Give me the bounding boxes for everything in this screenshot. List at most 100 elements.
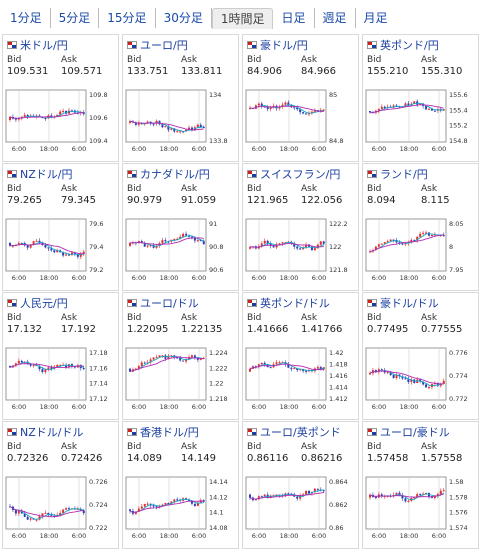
- pair-title[interactable]: NZドル/円: [7, 167, 72, 181]
- rate-card[interactable]: NZドル/ドル Bid Ask 0.72326 0.72426 0.726 0.724 0.7…: [2, 421, 119, 549]
- tab-5[interactable]: 日足: [273, 8, 315, 28]
- bid-label: Bid: [247, 184, 262, 194]
- pair-name[interactable]: カナダドル/円: [140, 168, 210, 181]
- pair-name[interactable]: ユーロ/ドル: [140, 297, 199, 310]
- pair-title[interactable]: 英ポンド/ドル: [247, 296, 330, 310]
- bid-value: 79.265: [7, 195, 42, 206]
- candle-body: [134, 368, 137, 370]
- candle-body: [164, 503, 167, 505]
- pair-title[interactable]: 米ドル/円: [7, 38, 68, 52]
- candle-body: [82, 368, 85, 370]
- y-tick-label: 0.774: [449, 372, 468, 380]
- pair-name[interactable]: 人民元/円: [20, 297, 68, 310]
- pair-name[interactable]: 豪ドル/ドル: [380, 297, 439, 310]
- rate-card[interactable]: ユーロ/豪ドル Bid Ask 1.57458 1.57558 1.58 1.578 1.57…: [362, 421, 479, 549]
- bid-value: 8.094: [367, 195, 396, 206]
- pair-name[interactable]: ユーロ/円: [140, 39, 188, 52]
- candle-body: [44, 512, 47, 514]
- tab-0[interactable]: 1分足: [2, 8, 51, 28]
- pair-title[interactable]: 英ポンド/円: [367, 38, 439, 52]
- pair-title[interactable]: ユーロ/円: [127, 38, 188, 52]
- candle-body: [316, 244, 319, 249]
- candle-body: [293, 243, 296, 247]
- pair-title[interactable]: 香港ドル/円: [127, 425, 199, 439]
- pair-title[interactable]: スイスフラン/円: [247, 167, 340, 181]
- rate-card[interactable]: ユーロ/英ポンド Bid Ask 0.86116 0.86216 0.864 0.862 0.…: [242, 421, 359, 549]
- tab-7[interactable]: 月足: [363, 11, 388, 25]
- rate-card[interactable]: 豪ドル/ドル Bid Ask 0.77495 0.77555 0.776 0.774 0.77…: [362, 292, 479, 420]
- rate-card[interactable]: カナダドル/円 Bid Ask 90.979 91.059 91 90.8 90.6 6:00 1…: [122, 163, 239, 291]
- ma-long-line: [9, 111, 84, 119]
- candle-body: [260, 496, 263, 498]
- pair-name[interactable]: 英ポンド/ドル: [260, 297, 330, 310]
- pair-name[interactable]: ユーロ/豪ドル: [380, 426, 450, 439]
- candle-body: [20, 242, 23, 244]
- chart-frame: [125, 476, 207, 530]
- pair-name[interactable]: 香港ドル/円: [140, 426, 199, 439]
- ma-long-line: [369, 104, 444, 113]
- chart-frame: [5, 347, 87, 401]
- pair-title[interactable]: 豪ドル/ドル: [367, 296, 439, 310]
- x-tick-label: 6:00: [372, 532, 387, 540]
- tab-2[interactable]: 15分足: [99, 8, 156, 28]
- rate-card[interactable]: 豪ドル/円 Bid Ask 84.906 84.966 85 84.8 6:00 18:00 6:…: [242, 34, 359, 162]
- tab-4[interactable]: 1時間足: [211, 7, 274, 29]
- rate-card[interactable]: 香港ドル/円 Bid Ask 14.089 14.149 14.14 14.12 14.1 14…: [122, 421, 239, 549]
- pair-name[interactable]: 英ポンド/円: [380, 39, 439, 52]
- rate-card[interactable]: 英ポンド/円 Bid Ask 155.210 155.310 155.6 155.4 155.…: [362, 34, 479, 162]
- x-tick-label: 6:00: [372, 145, 387, 153]
- y-tick-label: 1.42: [329, 349, 343, 357]
- candle-body: [14, 363, 17, 366]
- rate-card[interactable]: ランド/円 Bid Ask 8.094 8.115 8.05 8 7.95 6:00 18:00 6…: [362, 163, 479, 291]
- rate-card[interactable]: ユーロ/ドル Bid Ask 1.22095 1.22135 1.224 1.222 1.22…: [122, 292, 239, 420]
- currency-flag-icon: [7, 299, 17, 307]
- tab-3[interactable]: 30分足: [156, 8, 212, 28]
- pair-title[interactable]: カナダドル/円: [127, 167, 210, 181]
- pair-name[interactable]: NZドル/円: [20, 168, 73, 181]
- pair-title[interactable]: ユーロ/英ポンド: [247, 425, 341, 439]
- rate-card[interactable]: 英ポンド/ドル Bid Ask 1.41666 1.41766 1.42 1.418 1.41…: [242, 292, 359, 420]
- candle-body: [47, 247, 50, 249]
- candle-body: [29, 364, 32, 366]
- candle-body: [374, 246, 377, 251]
- tab-1[interactable]: 5分足: [51, 8, 100, 28]
- y-tick-label: 134: [209, 91, 221, 99]
- candle-body: [188, 127, 190, 130]
- candle-body: [287, 364, 290, 368]
- pair-name[interactable]: ランド/円: [380, 168, 428, 181]
- pair-name[interactable]: NZドル/ドル: [20, 426, 84, 439]
- pair-title[interactable]: ユーロ/豪ドル: [367, 425, 450, 439]
- pair-title[interactable]: NZドル/ドル: [7, 425, 83, 439]
- pair-title[interactable]: 人民元/円: [7, 296, 68, 310]
- pair-name[interactable]: 米ドル/円: [20, 39, 68, 52]
- rate-card[interactable]: スイスフラン/円 Bid Ask 121.965 122.056 122.2 122 121.…: [242, 163, 359, 291]
- bid-label: Bid: [247, 55, 262, 65]
- candle-body: [407, 500, 410, 502]
- pair-name[interactable]: 豪ドル/円: [260, 39, 308, 52]
- bid-label: Bid: [247, 313, 262, 323]
- rate-card[interactable]: 米ドル/円 Bid Ask 109.531 109.571 109.8 109.6 109.4…: [2, 34, 119, 162]
- pair-name[interactable]: スイスフラン/円: [260, 168, 341, 181]
- pair-title[interactable]: ユーロ/ドル: [127, 296, 199, 310]
- ma-long-line: [249, 243, 324, 248]
- x-tick-label: 6:00: [432, 403, 447, 411]
- candle-body: [404, 103, 407, 107]
- chart-frame: [245, 476, 327, 530]
- candle-body: [428, 387, 430, 389]
- currency-flag-icon: [247, 428, 257, 436]
- candle-body: [79, 254, 82, 257]
- rate-card[interactable]: NZドル/円 Bid Ask 79.265 79.345 79.6 79.4 79.2 6:00…: [2, 163, 119, 291]
- rate-card[interactable]: 人民元/円 Bid Ask 17.132 17.192 17.18 17.16 17.14 17…: [2, 292, 119, 420]
- pair-title[interactable]: 豪ドル/円: [247, 38, 308, 52]
- tab-6[interactable]: 週足: [315, 8, 356, 28]
- pair-name[interactable]: ユーロ/英ポンド: [260, 426, 341, 439]
- rate-card[interactable]: ユーロ/円 Bid Ask 133.751 133.811 134 133.8 6:00 18:…: [122, 34, 239, 162]
- pair-title[interactable]: ランド/円: [367, 167, 428, 181]
- candle-body: [173, 499, 176, 502]
- x-tick-label: 18:00: [400, 274, 419, 282]
- currency-flag-icon: [7, 41, 17, 49]
- candle-body: [401, 376, 404, 379]
